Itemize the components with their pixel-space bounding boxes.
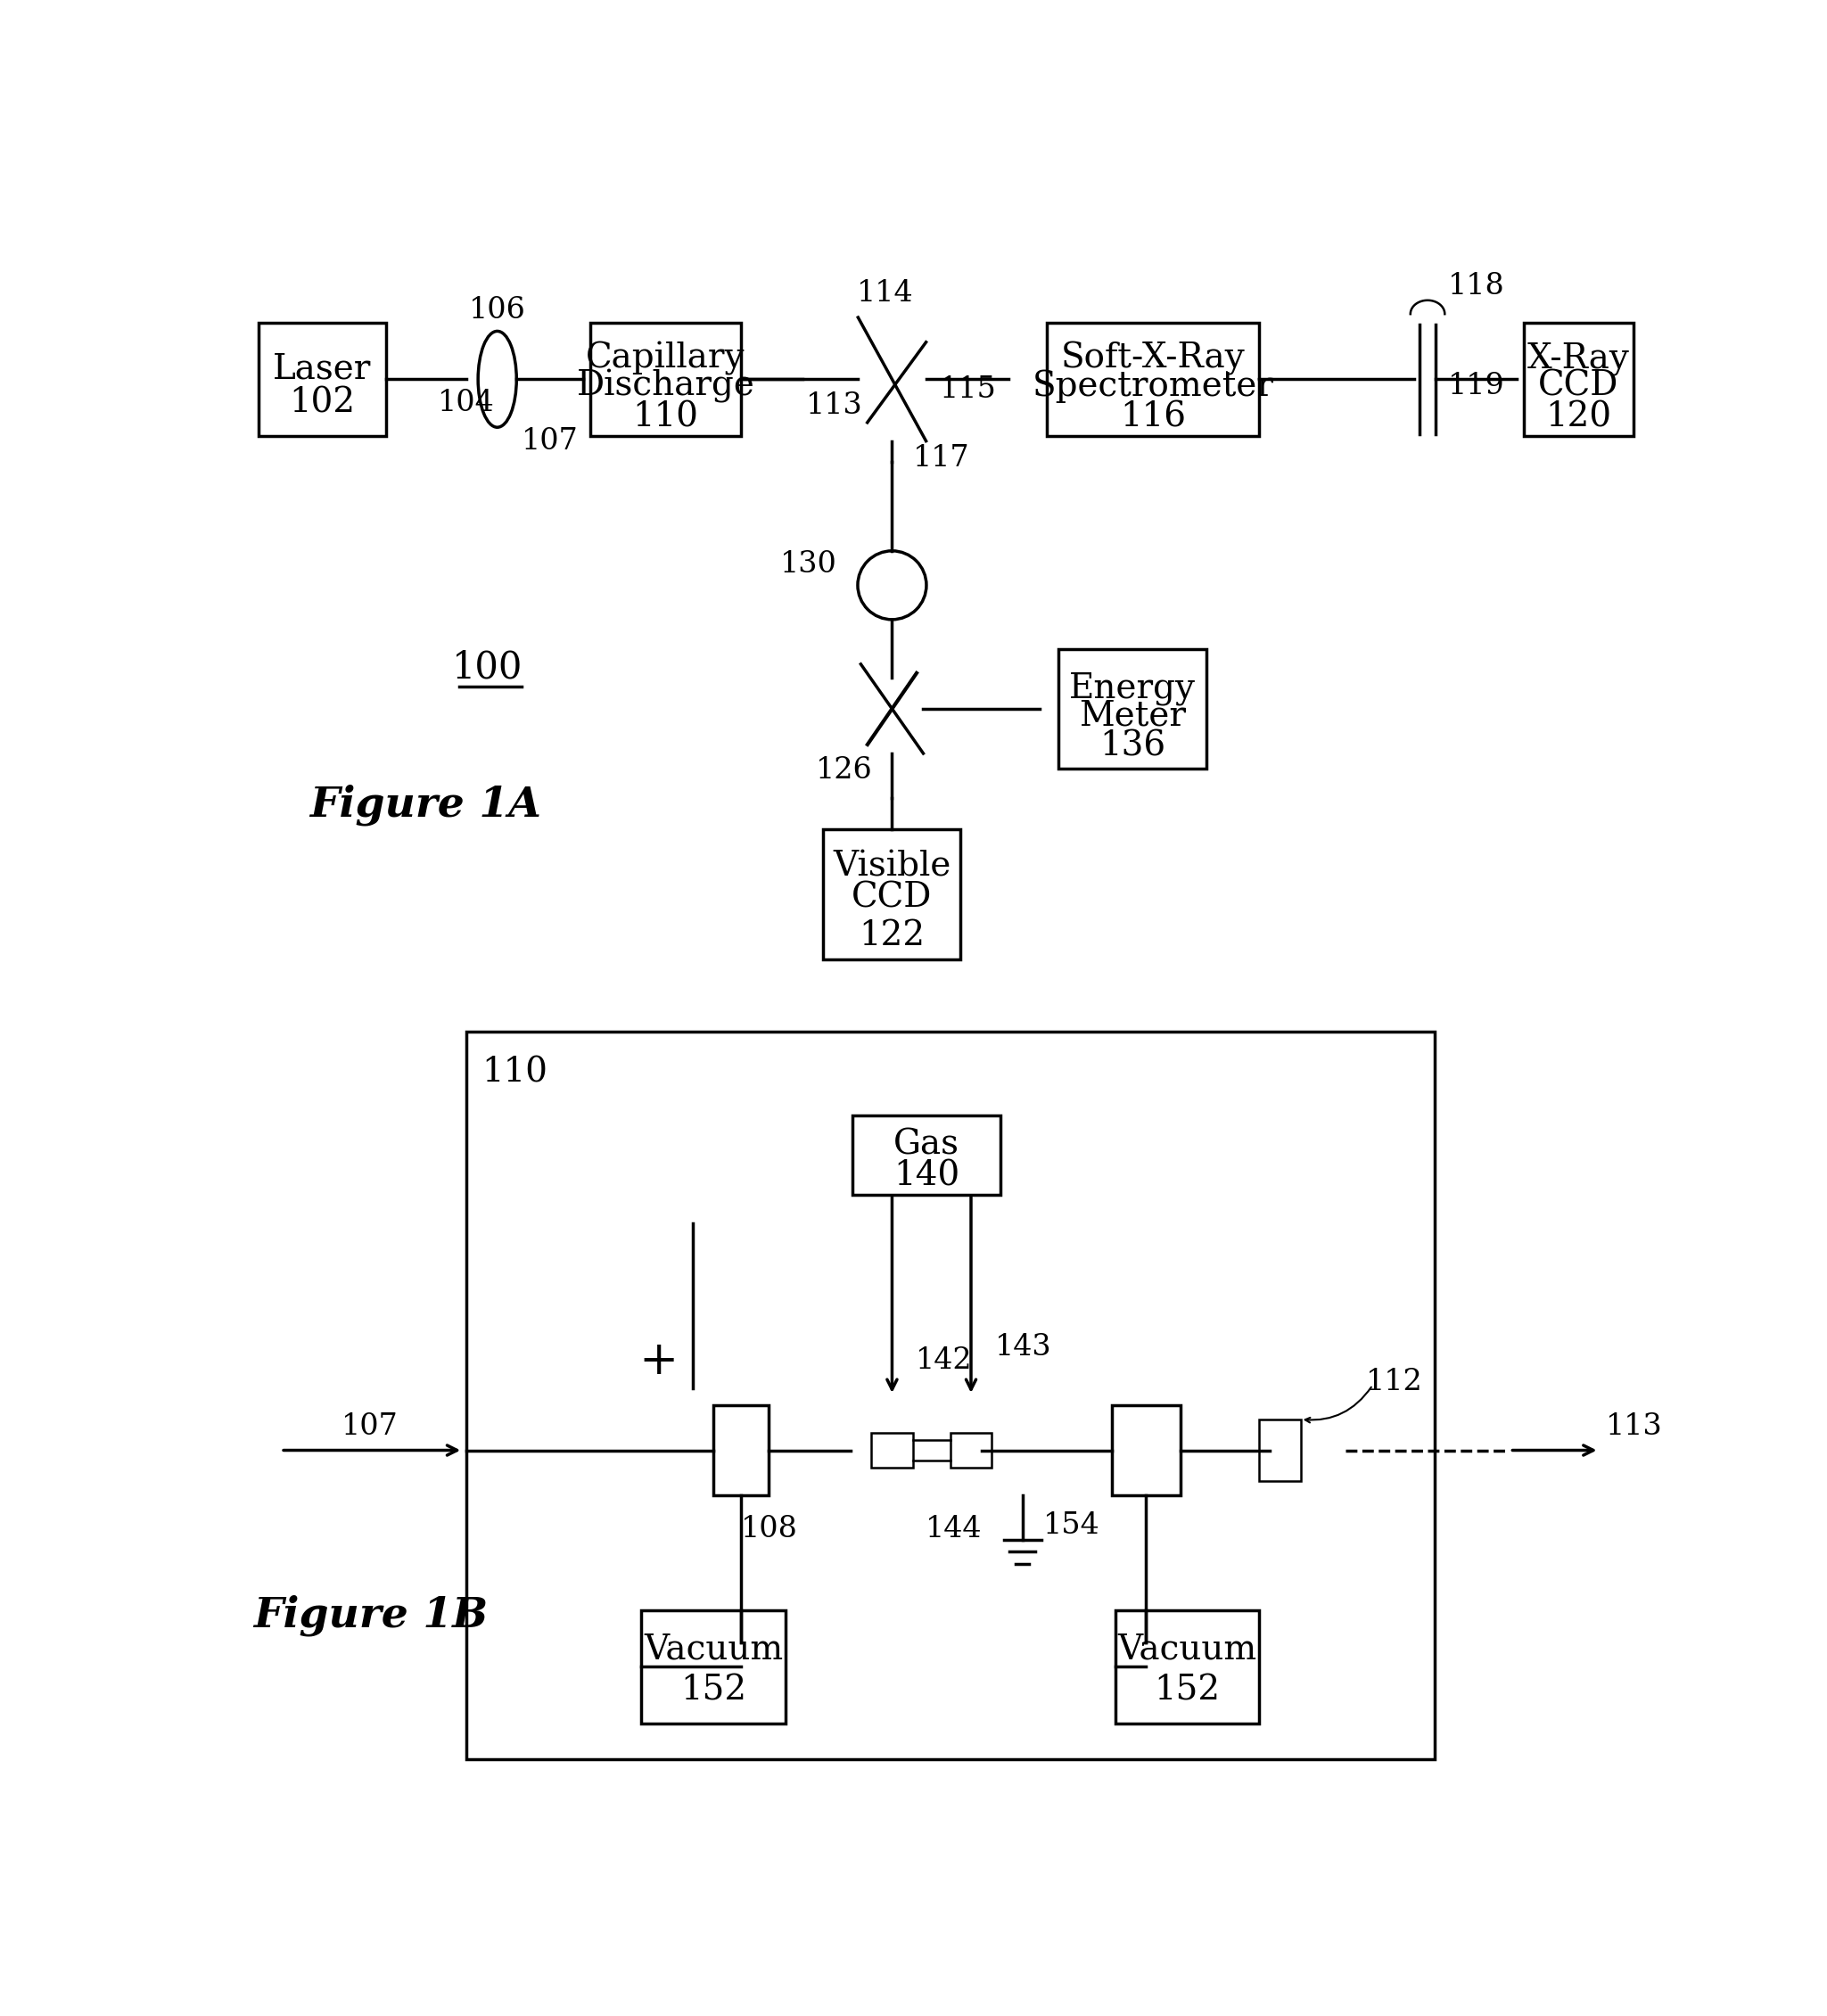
Text: 143: 143: [996, 1333, 1052, 1361]
Text: 152: 152: [680, 1673, 747, 1708]
Text: Vacuum: Vacuum: [643, 1633, 784, 1665]
Text: 126: 126: [815, 756, 873, 784]
Text: 107: 107: [342, 1411, 398, 1441]
Text: 106: 106: [470, 296, 526, 325]
Text: Laser: Laser: [272, 353, 371, 385]
Text: Vacuum: Vacuum: [1118, 1633, 1257, 1665]
Text: 116: 116: [1120, 401, 1186, 433]
Text: 152: 152: [1155, 1673, 1220, 1708]
Text: 104: 104: [438, 389, 495, 417]
Bar: [466, 1032, 1434, 1760]
Text: 130: 130: [780, 550, 837, 579]
Text: 140: 140: [893, 1159, 959, 1191]
Text: 108: 108: [742, 1514, 798, 1544]
Text: 144: 144: [926, 1514, 983, 1544]
Text: Capillary: Capillary: [586, 341, 745, 375]
Text: Figure 1A: Figure 1A: [309, 784, 541, 827]
Bar: [1113, 1405, 1180, 1496]
Text: 120: 120: [1546, 401, 1611, 433]
Text: CCD: CCD: [1538, 369, 1619, 403]
Bar: [950, 1433, 992, 1468]
Text: 119: 119: [1449, 371, 1505, 401]
Text: 112: 112: [1367, 1367, 1423, 1395]
Text: 110: 110: [482, 1056, 548, 1089]
Text: 113: 113: [1606, 1411, 1663, 1441]
Bar: [1259, 1419, 1301, 1482]
Ellipse shape: [857, 550, 926, 619]
Text: Soft-X-Ray: Soft-X-Ray: [1061, 341, 1246, 375]
Bar: [641, 1611, 786, 1724]
Text: X-Ray: X-Ray: [1527, 343, 1630, 375]
Text: 115: 115: [939, 375, 996, 403]
Text: 118: 118: [1449, 272, 1505, 300]
Text: Visible: Visible: [833, 851, 952, 883]
Text: 100: 100: [451, 649, 523, 685]
Text: CCD: CCD: [851, 881, 932, 913]
Text: Meter: Meter: [1080, 700, 1186, 732]
Text: Figure 1B: Figure 1B: [252, 1595, 488, 1635]
Bar: [1058, 649, 1206, 768]
Bar: [1524, 323, 1633, 435]
Text: 154: 154: [1043, 1512, 1100, 1540]
Text: 117: 117: [914, 444, 970, 472]
Bar: [1114, 1611, 1259, 1724]
Ellipse shape: [479, 331, 517, 427]
Text: Energy: Energy: [1069, 671, 1195, 706]
Bar: [590, 323, 742, 435]
Text: 107: 107: [521, 427, 577, 456]
Bar: [1047, 323, 1259, 435]
Bar: [259, 323, 385, 435]
Text: Spectrometer: Spectrometer: [1032, 369, 1273, 403]
Bar: [714, 1405, 769, 1496]
Text: Discharge: Discharge: [576, 369, 755, 403]
Text: +: +: [639, 1339, 678, 1383]
Text: Gas: Gas: [893, 1129, 959, 1161]
Text: 110: 110: [632, 401, 698, 433]
Bar: [824, 829, 961, 960]
Text: 113: 113: [806, 391, 862, 419]
Text: 102: 102: [289, 387, 354, 419]
Text: 114: 114: [857, 278, 914, 308]
Text: 142: 142: [915, 1347, 972, 1375]
Text: 122: 122: [859, 919, 924, 952]
Text: 136: 136: [1100, 730, 1166, 762]
Bar: [853, 1115, 999, 1195]
Bar: [871, 1433, 914, 1468]
